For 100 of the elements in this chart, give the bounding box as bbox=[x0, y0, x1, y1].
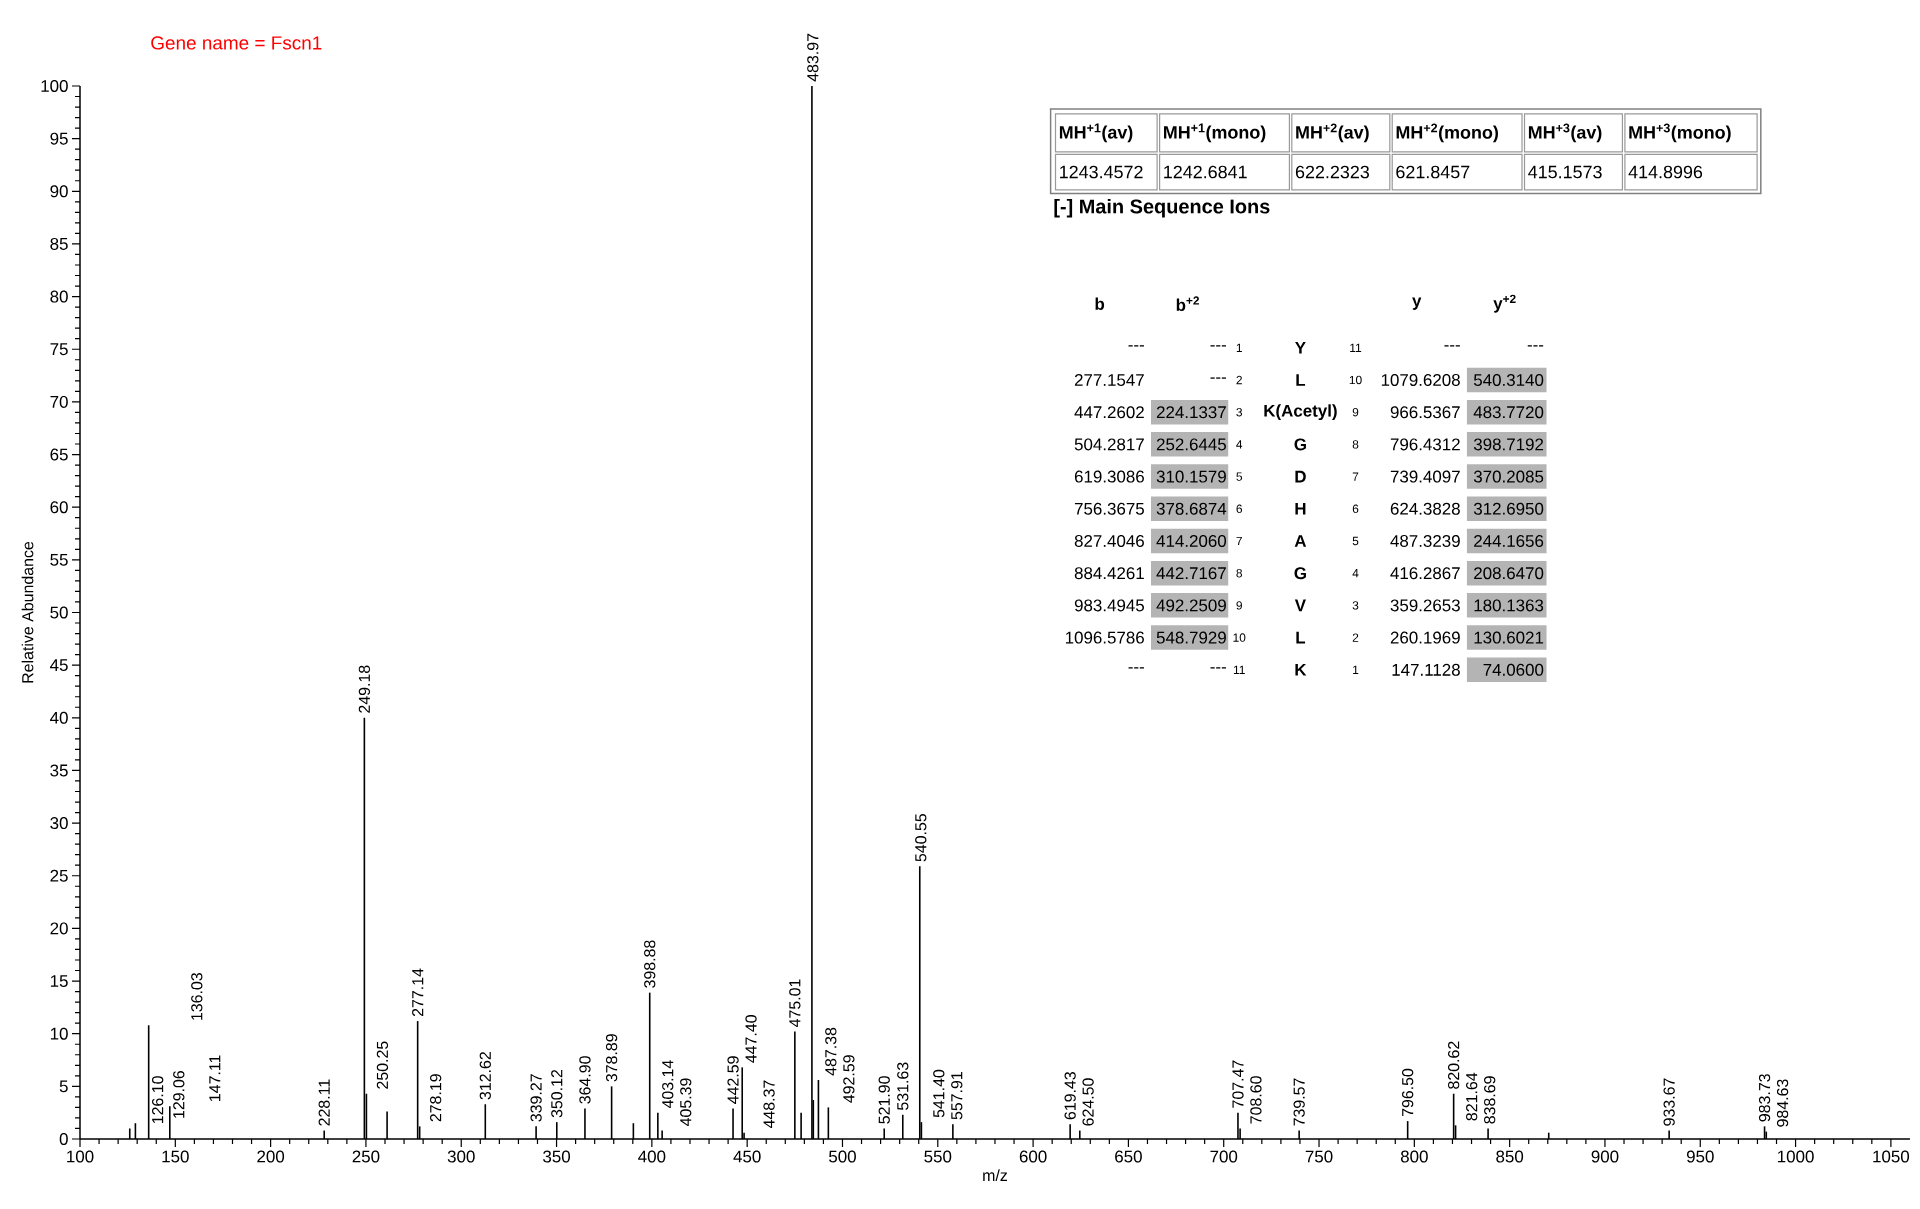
annotation: 208.6470 bbox=[1474, 567, 1544, 580]
annotation: 442.59 bbox=[727, 1056, 739, 1104]
annotation: 11 bbox=[1233, 665, 1245, 674]
annotation: 403.14 bbox=[662, 1060, 674, 1109]
annotation: 624.50 bbox=[1082, 1078, 1094, 1126]
x-tick-label: 650 bbox=[1115, 1150, 1142, 1163]
annotation: 378.89 bbox=[605, 1034, 618, 1082]
y-tick-label: 50 bbox=[50, 606, 68, 619]
x-tick-label: 750 bbox=[1305, 1150, 1333, 1163]
annotation: --- bbox=[1444, 345, 1460, 347]
annotation: 4 bbox=[1352, 569, 1359, 578]
annotation: 708.60 bbox=[1250, 1076, 1262, 1124]
annotation: 339.27 bbox=[530, 1074, 542, 1122]
annotation: 250.25 bbox=[376, 1041, 389, 1089]
annotation: 350.12 bbox=[551, 1070, 563, 1118]
annotation: 260.1969 bbox=[1390, 631, 1460, 644]
annotation: 3 bbox=[1236, 407, 1243, 417]
annotation: --- bbox=[1210, 345, 1226, 347]
y-tick-label: 5 bbox=[59, 1080, 68, 1093]
annotation: [-] Main Sequence Ions bbox=[1054, 198, 1270, 218]
annotation: 739.57 bbox=[1293, 1078, 1305, 1126]
x-tick-label: 500 bbox=[829, 1150, 856, 1163]
y-tick-label: 70 bbox=[50, 395, 68, 408]
annotation: 10 bbox=[1349, 375, 1362, 385]
annotation: 130.6021 bbox=[1474, 631, 1544, 644]
annotation: 475.01 bbox=[789, 979, 801, 1028]
y-tick-label: 10 bbox=[50, 1027, 68, 1040]
annotation: 521.90 bbox=[878, 1076, 890, 1124]
x-tick-label: 800 bbox=[1400, 1150, 1428, 1163]
annotation: 739.4097 bbox=[1390, 470, 1460, 483]
annotation: 414.8996 bbox=[1628, 165, 1703, 179]
annotation: b$^{+2}$ bbox=[1176, 296, 1200, 312]
x-tick-label: 600 bbox=[1019, 1150, 1047, 1163]
y-tick-label: 90 bbox=[50, 185, 68, 198]
y-tick-label: 55 bbox=[50, 553, 68, 566]
annotation: 966.5367 bbox=[1390, 406, 1460, 419]
y-tick-label: 25 bbox=[50, 869, 68, 882]
annotation: --- bbox=[1128, 345, 1144, 347]
annotation: 442.7167 bbox=[1156, 567, 1226, 580]
annotation: 4 bbox=[1236, 440, 1243, 449]
annotation: 984.63 bbox=[1776, 1079, 1789, 1127]
chart-title: Gene name = Fscn1 bbox=[151, 36, 322, 50]
annotation: 540.55 bbox=[915, 814, 927, 862]
annotation: 277.14 bbox=[412, 968, 424, 1017]
annotation: 447.2602 bbox=[1074, 406, 1144, 419]
annotation: 249.18 bbox=[358, 665, 371, 713]
annotation: 405.39 bbox=[680, 1078, 692, 1127]
annotation: 7 bbox=[1236, 536, 1242, 546]
annotation: G bbox=[1294, 567, 1306, 580]
annotation: 1243.4572 bbox=[1060, 165, 1143, 179]
x-tick-label: 450 bbox=[733, 1150, 761, 1163]
annotation: K(Acetyl) bbox=[1264, 404, 1337, 421]
annotation: 5 bbox=[1236, 472, 1243, 481]
y-tick-label: 40 bbox=[50, 711, 68, 724]
annotation: 1 bbox=[1353, 665, 1359, 674]
annotation: MH$^{+2}$(mono) bbox=[1396, 123, 1498, 143]
annotation: 378.6874 bbox=[1156, 502, 1227, 515]
y-tick-label: 75 bbox=[50, 343, 68, 356]
annotation: --- bbox=[1527, 345, 1544, 347]
x-tick-label: 300 bbox=[447, 1150, 475, 1163]
annotation: 224.1337 bbox=[1156, 406, 1226, 419]
annotation: 821.64 bbox=[1466, 1072, 1478, 1121]
annotation: H bbox=[1295, 502, 1306, 515]
y-tick-label: 95 bbox=[50, 132, 68, 145]
annotation: 487.38 bbox=[825, 1027, 837, 1076]
annotation: MH$^{+1}$(mono) bbox=[1164, 123, 1266, 143]
annotation: 126.10 bbox=[152, 1076, 164, 1124]
annotation: 2 bbox=[1352, 633, 1359, 642]
annotation: G bbox=[1294, 438, 1306, 451]
annotation: 2 bbox=[1236, 375, 1242, 385]
annotation: 540.3140 bbox=[1473, 373, 1544, 386]
annotation: 7 bbox=[1352, 472, 1359, 481]
annotation: D bbox=[1295, 470, 1306, 483]
annotation: 278.19 bbox=[430, 1074, 442, 1122]
x-tick-label: 1000 bbox=[1778, 1150, 1814, 1163]
annotation: 1096.5786 bbox=[1065, 631, 1144, 644]
annotation: 310.1579 bbox=[1156, 470, 1226, 483]
annotation: A bbox=[1294, 535, 1307, 547]
annotation: V bbox=[1294, 599, 1306, 612]
annotation: 531.63 bbox=[897, 1062, 909, 1110]
annotation: 448.37 bbox=[763, 1080, 775, 1129]
annotation: 398.88 bbox=[644, 940, 656, 988]
annotation: --- bbox=[1128, 667, 1144, 669]
annotation: 447.40 bbox=[745, 1015, 757, 1063]
annotation: 6 bbox=[1236, 504, 1243, 514]
annotation: K bbox=[1295, 663, 1307, 676]
annotation: 483.7720 bbox=[1473, 406, 1544, 419]
x-tick-label: 200 bbox=[257, 1150, 285, 1163]
annotation: 1079.6208 bbox=[1381, 373, 1460, 386]
annotation: L bbox=[1296, 374, 1306, 386]
annotation: 8 bbox=[1236, 568, 1243, 578]
annotation: 707.47 bbox=[1232, 1060, 1244, 1108]
annotation: 9 bbox=[1352, 407, 1359, 417]
annotation: 129.06 bbox=[173, 1070, 185, 1118]
annotation: 11 bbox=[1350, 343, 1362, 352]
annotation: 619.3086 bbox=[1074, 470, 1144, 483]
annotation: MH$^{+1}$(av) bbox=[1059, 123, 1133, 143]
annotation: 1242.6841 bbox=[1164, 165, 1247, 179]
annotation: 796.4312 bbox=[1390, 438, 1460, 451]
annotation: 364.90 bbox=[579, 1056, 591, 1104]
